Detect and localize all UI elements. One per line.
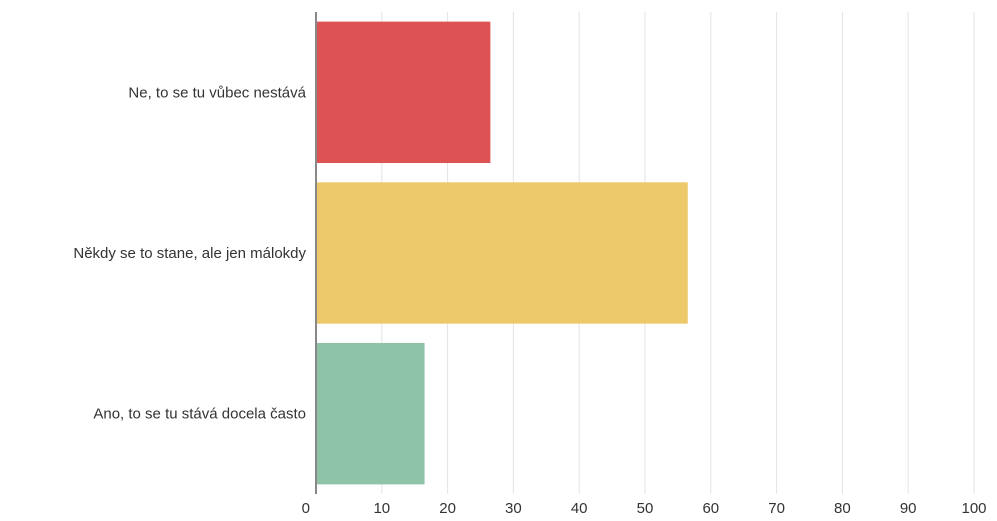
bar-3 [316, 342, 425, 485]
x-tick-label: 0 [302, 500, 310, 517]
category-labels: Ne, to se tu vůbec nestává Někdy se to st… [73, 84, 306, 422]
x-tick-label: 70 [768, 500, 785, 517]
category-label: Ano, to se tu stává docela často [93, 406, 306, 423]
x-tick-labels: 0 10 20 30 40 50 60 70 80 90 100 [302, 500, 987, 517]
x-tick-label: 20 [439, 500, 456, 517]
x-tick-label: 50 [637, 500, 654, 517]
category-label: Někdy se to stane, ale jen málokdy [73, 245, 306, 262]
x-tick-label: 40 [571, 500, 588, 517]
bar-2 [316, 182, 688, 324]
x-tick-label: 100 [961, 500, 986, 517]
bars [316, 21, 688, 485]
category-label: Ne, to se tu vůbec nestává [128, 84, 306, 101]
bar-1 [316, 21, 491, 164]
x-tick-label: 30 [505, 500, 522, 517]
x-tick-label: 10 [373, 500, 390, 517]
x-tick-label: 90 [900, 500, 917, 517]
x-tick-label: 60 [702, 500, 719, 517]
x-tick-label: 80 [834, 500, 851, 517]
